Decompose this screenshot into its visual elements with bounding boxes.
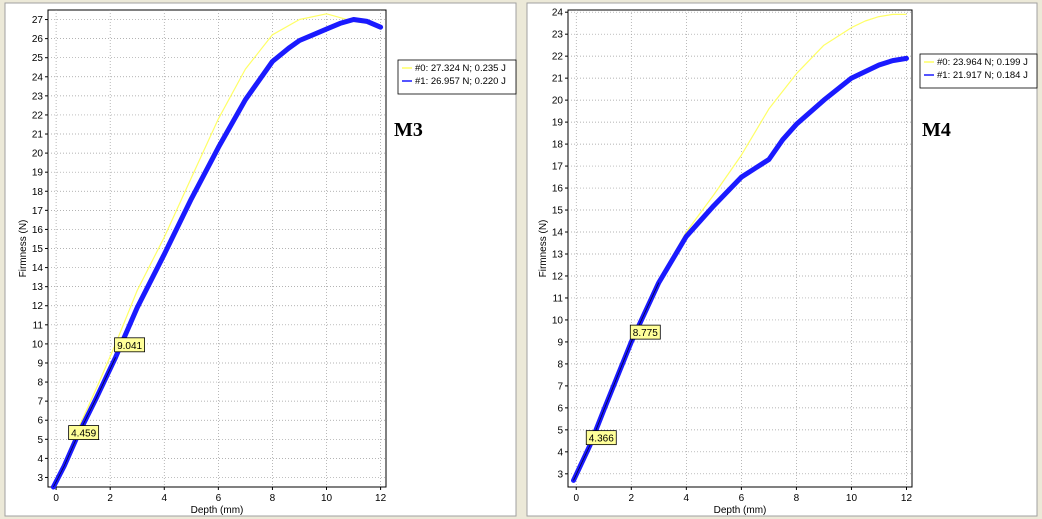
x-tick-label: 0 [573,493,579,504]
annotation-box [114,337,145,353]
y-tick-label: 13 [552,249,564,260]
y-tick-label: 6 [37,416,43,427]
annotation: 8.775 [629,324,661,340]
y-tick-label: 7 [557,381,563,392]
y-tick-label: 8 [557,359,563,370]
y-tick-label: 15 [552,206,564,217]
annotation: 4.459 [68,425,100,440]
y-tick-label: 5 [557,425,563,436]
x-tick-label: 12 [901,493,913,504]
annotation: 4.366 [585,430,617,446]
y-tick-label: 10 [32,339,44,350]
y-tick-label: 23 [552,30,564,41]
y-tick-label: 23 [32,91,44,102]
annotation-text: 8.775 [633,328,658,339]
y-tick-label: 20 [552,96,564,107]
annotation-text: 9.041 [117,341,142,352]
x-axis-label: Depth (mm) [714,505,767,516]
y-tick-label: 9 [557,337,563,348]
y-tick-label: 6 [557,403,563,414]
y-axis-label: Firmness (N) [538,220,549,278]
y-tick-label: 3 [37,473,43,484]
x-tick-label: 10 [321,493,333,504]
plot-area [567,9,913,488]
legend-box [919,53,1038,89]
y-axis-label: Firmness (N) [18,220,29,278]
grid [568,10,912,487]
y-tick-label: 14 [552,228,564,239]
legend-box [397,59,517,95]
y-tick-label: 11 [33,320,44,331]
y-tick-label: 15 [32,244,44,255]
y-tick-label: 18 [32,187,44,198]
grid [48,10,386,487]
y-tick-label: 12 [32,301,44,312]
y-tick-label: 5 [37,435,43,446]
y-tick-label: 22 [552,52,564,63]
y-tick-label: 22 [32,110,44,121]
y-tick-label: 17 [32,206,44,217]
y-tick-label: 4 [557,447,563,458]
legend: #0: 27.324 N; 0.235 J #1: 26.957 N; 0.220… [397,59,517,95]
x-axis-label: Depth (mm) [191,505,244,516]
x-tick-label: 6 [216,493,222,504]
series-line-0 [52,13,381,488]
y-tick-label: 12 [552,271,564,282]
y-tick-label: 4 [37,454,43,465]
chart-m4: 0 2 4 6 8 10 123456789101112131415161718192021… [526,2,1038,517]
series-line-1-core [573,282,660,481]
y-tick-label: 21 [552,74,564,85]
y-tick-label: 27 [32,15,44,26]
y-tick-label: 11 [553,293,564,304]
y-tick-label: 21 [32,130,44,141]
chart-m3: 0 2 4 6 8 10 123456789101112131415161718192021… [4,2,517,517]
annotation-text: 4.366 [589,434,614,445]
y-tick-label: 17 [552,162,564,173]
annotation-text: 4.459 [71,429,96,440]
x-tick-label: 8 [794,493,800,504]
annotation-box [629,324,661,340]
y-tick-label: 16 [32,225,44,236]
y-tick-label: 13 [32,282,44,293]
legend-entry: #1: 26.957 N; 0.220 J [415,76,506,87]
x-tick-label: 0 [53,493,59,504]
y-tick-label: 20 [32,149,44,160]
x-tick-label: 8 [270,493,276,504]
y-tick-label: 18 [552,140,564,151]
y-tick-label: 3 [557,469,563,480]
legend-entry: #0: 27.324 N; 0.235 J [415,63,506,74]
x-tick-label: 4 [684,493,690,504]
y-tick-label: 9 [37,358,43,369]
panel-label: M3 [394,119,423,141]
panel-label: M4 [922,119,951,141]
legend-entry: #0: 23.964 N; 0.199 J [937,57,1028,68]
chart-panel-m3: 0 2 4 6 8 10 12 3 4 5 6 7 8 9 10 11 12 13 14 15 16 17 18 19 20 21… [4,2,517,517]
y-tick-label: 24 [552,8,564,19]
y-tick-label: 14 [32,263,44,274]
annotation-box [68,425,100,440]
legend-entry: #1: 21.917 N; 0.184 J [937,70,1028,81]
y-tick-label: 26 [32,34,44,45]
y-tick-label: 19 [32,168,44,179]
x-tick-label: 12 [375,493,387,504]
y-tick-label: 10 [552,315,564,326]
x-tick-label: 2 [629,493,635,504]
x-tick-label: 10 [846,493,858,504]
annotation: 9.041 [114,337,145,353]
x-tick-label: 4 [161,493,167,504]
x-tick-label: 6 [739,493,745,504]
y-tick-label: 24 [32,72,44,83]
y-tick-label: 25 [32,53,44,64]
chart-panel-m4: 0 2 4 6 8 10 12 3 4 5 6 7 8 9 10 11 12 13 14 15 16 17 18 19 20 21… [521,0,1042,519]
y-tick-label: 16 [552,184,564,195]
annotation-box [585,430,617,446]
legend: #0: 23.964 N; 0.199 J #1: 21.917 N; 0.184… [919,53,1038,89]
y-tick-label: 8 [37,378,43,389]
y-tick-label: 7 [37,397,43,408]
y-tick-label: 19 [552,118,564,129]
x-tick-label: 2 [107,493,113,504]
